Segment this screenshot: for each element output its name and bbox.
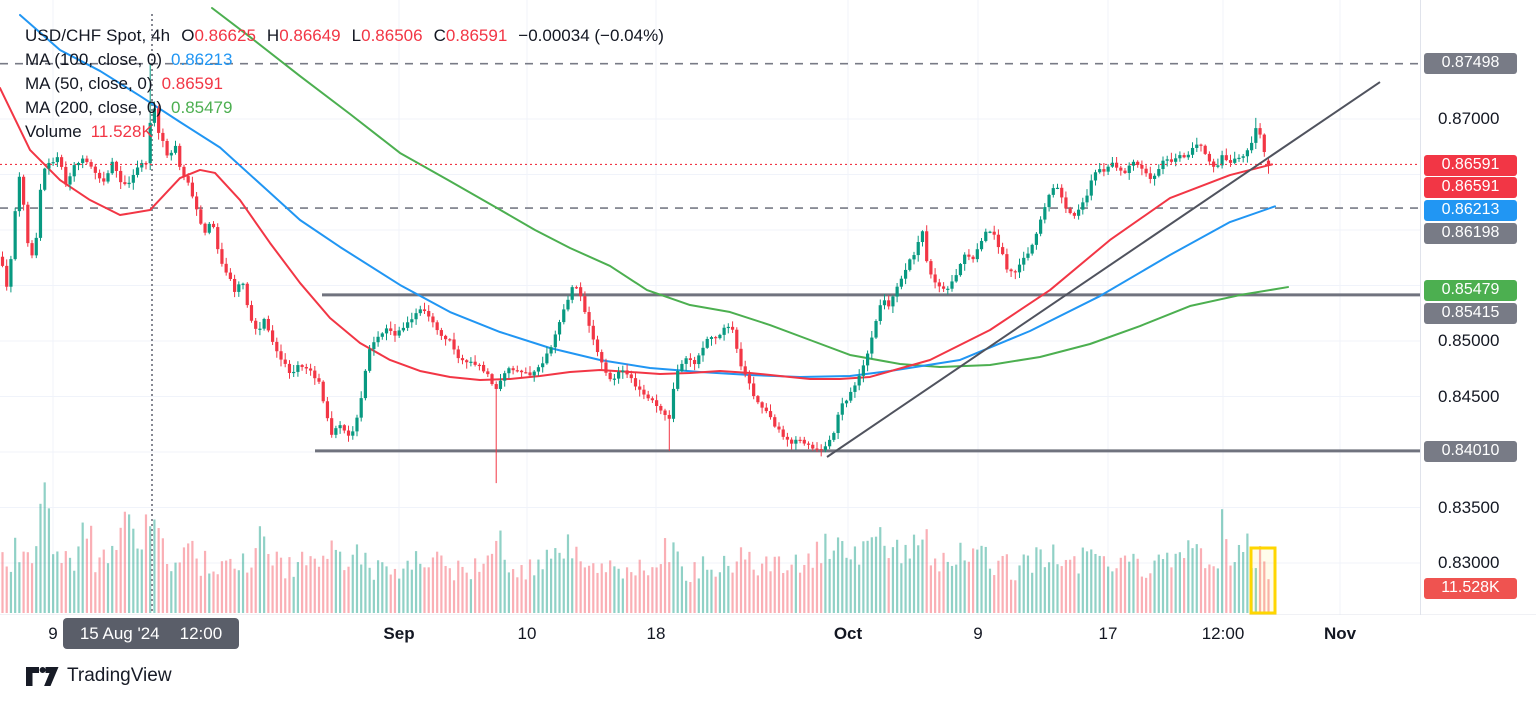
price-badge: 0.84010 (1424, 440, 1517, 462)
price-axis-label: 0.83000 (1438, 553, 1500, 572)
time-axis-label: 9 (48, 624, 58, 643)
ma-50-line[interactable] (0, 87, 1273, 381)
crosshair-time-badge: 15 Aug '24 12:00 (63, 618, 239, 649)
ohlc-key: O (181, 26, 195, 45)
symbol-title: USD/CHF Spot, 4h (25, 26, 171, 45)
price-badge: 0.85479 (1424, 279, 1517, 301)
indicator-value: 0.86591 (161, 74, 224, 93)
ohlc-key: H (266, 26, 280, 45)
indicator-legend-rows: MA (100, close, 0) 0.86213 MA (50, close, … (25, 48, 664, 144)
symbol-legend-row[interactable]: USD/CHF Spot, 4h O0.86625 H0.86649 L0.8650… (25, 24, 664, 48)
ohlc-value: 0.86506 (361, 26, 423, 45)
volume-bars (1, 482, 1270, 613)
time-axis-label: 9 (973, 624, 983, 643)
tradingview-logo-icon (26, 666, 59, 686)
price-axis-label: 0.84500 (1438, 386, 1500, 406)
indicator-label: MA (100, close, 0) (25, 50, 163, 69)
time-axis-label: 10 (517, 624, 537, 643)
price-axis-label: 0.85000 (1438, 331, 1500, 350)
ohlc-value: 0.86649 (279, 26, 341, 45)
candles-layer (0, 108, 1271, 451)
price-badge: 0.86213 (1424, 199, 1517, 221)
time-axis-label: Sep (383, 624, 415, 643)
price-badge: 11.528K (1424, 577, 1517, 599)
indicator-label: MA (200, close, 0) (25, 98, 163, 117)
price-badge: 0.87498 (1424, 52, 1517, 74)
time-axis-label: 17 (1098, 624, 1118, 643)
indicator-label: Volume (25, 122, 82, 141)
volume-highlight-box[interactable] (1249, 546, 1277, 615)
price-badge: 0.86591 (1424, 176, 1517, 198)
indicator-value: 0.86213 (171, 50, 233, 69)
grid-lines (0, 0, 1420, 615)
trendline-drawing[interactable] (826, 81, 1381, 458)
ohlc-key: L (351, 26, 362, 45)
time-scale[interactable]: 9 Sep 10 18 Oct 9 17 12:00 Nov 15 Aug '24 12:00 (0, 615, 1536, 656)
ma-200-line[interactable] (211, 7, 1289, 368)
time-axis-label: Nov (1323, 624, 1357, 643)
change-value: −0.00034 (−0.04%) (518, 26, 664, 45)
price-scale[interactable]: 0.87000 0.85000 0.84500 0.83500 0.83000 0.874… (1420, 0, 1536, 615)
indicator-value: 11.528K (90, 122, 153, 141)
ohlc-values: O0.86625 H0.86649 L0.86506 C0.86591 (170, 26, 507, 46)
price-badge: 0.86591 (1424, 154, 1517, 176)
time-axis-label: 12:00 (1201, 624, 1245, 643)
ohlc-value: 0.86591 (445, 26, 508, 45)
ma-100-line[interactable] (19, 13, 1276, 378)
indicator-value: 0.85479 (171, 98, 233, 117)
ohlc-key: C (433, 26, 446, 45)
price-badge: 0.86198 (1424, 222, 1517, 244)
indicator-legend-row[interactable]: MA (200, close, 0) 0.85479 (25, 96, 664, 120)
indicator-legend-row[interactable]: Volume 11.528K (25, 120, 664, 144)
indicator-legend-row[interactable]: MA (50, close, 0) 0.86591 (25, 72, 664, 96)
time-axis-label: 18 (646, 624, 666, 643)
chart-legend: USD/CHF Spot, 4h O0.86625 H0.86649 L0.8650… (25, 24, 664, 144)
price-badge: 0.85415 (1424, 302, 1517, 324)
tradingview-logo-text: TradingView (67, 665, 172, 686)
badge-time: 12:00 (179, 623, 223, 643)
ohlc-value: 0.86625 (194, 26, 256, 45)
time-axis-label: Oct (833, 624, 863, 643)
price-axis-label: 0.83500 (1438, 497, 1500, 517)
indicator-label: MA (50, close, 0) (25, 74, 153, 93)
indicator-legend-row[interactable]: MA (100, close, 0) 0.86213 (25, 48, 664, 72)
tradingview-logo[interactable]: TradingView (26, 665, 172, 687)
price-axis-label: 0.87000 (1438, 109, 1500, 128)
badge-date: 15 Aug '24 (79, 623, 160, 643)
